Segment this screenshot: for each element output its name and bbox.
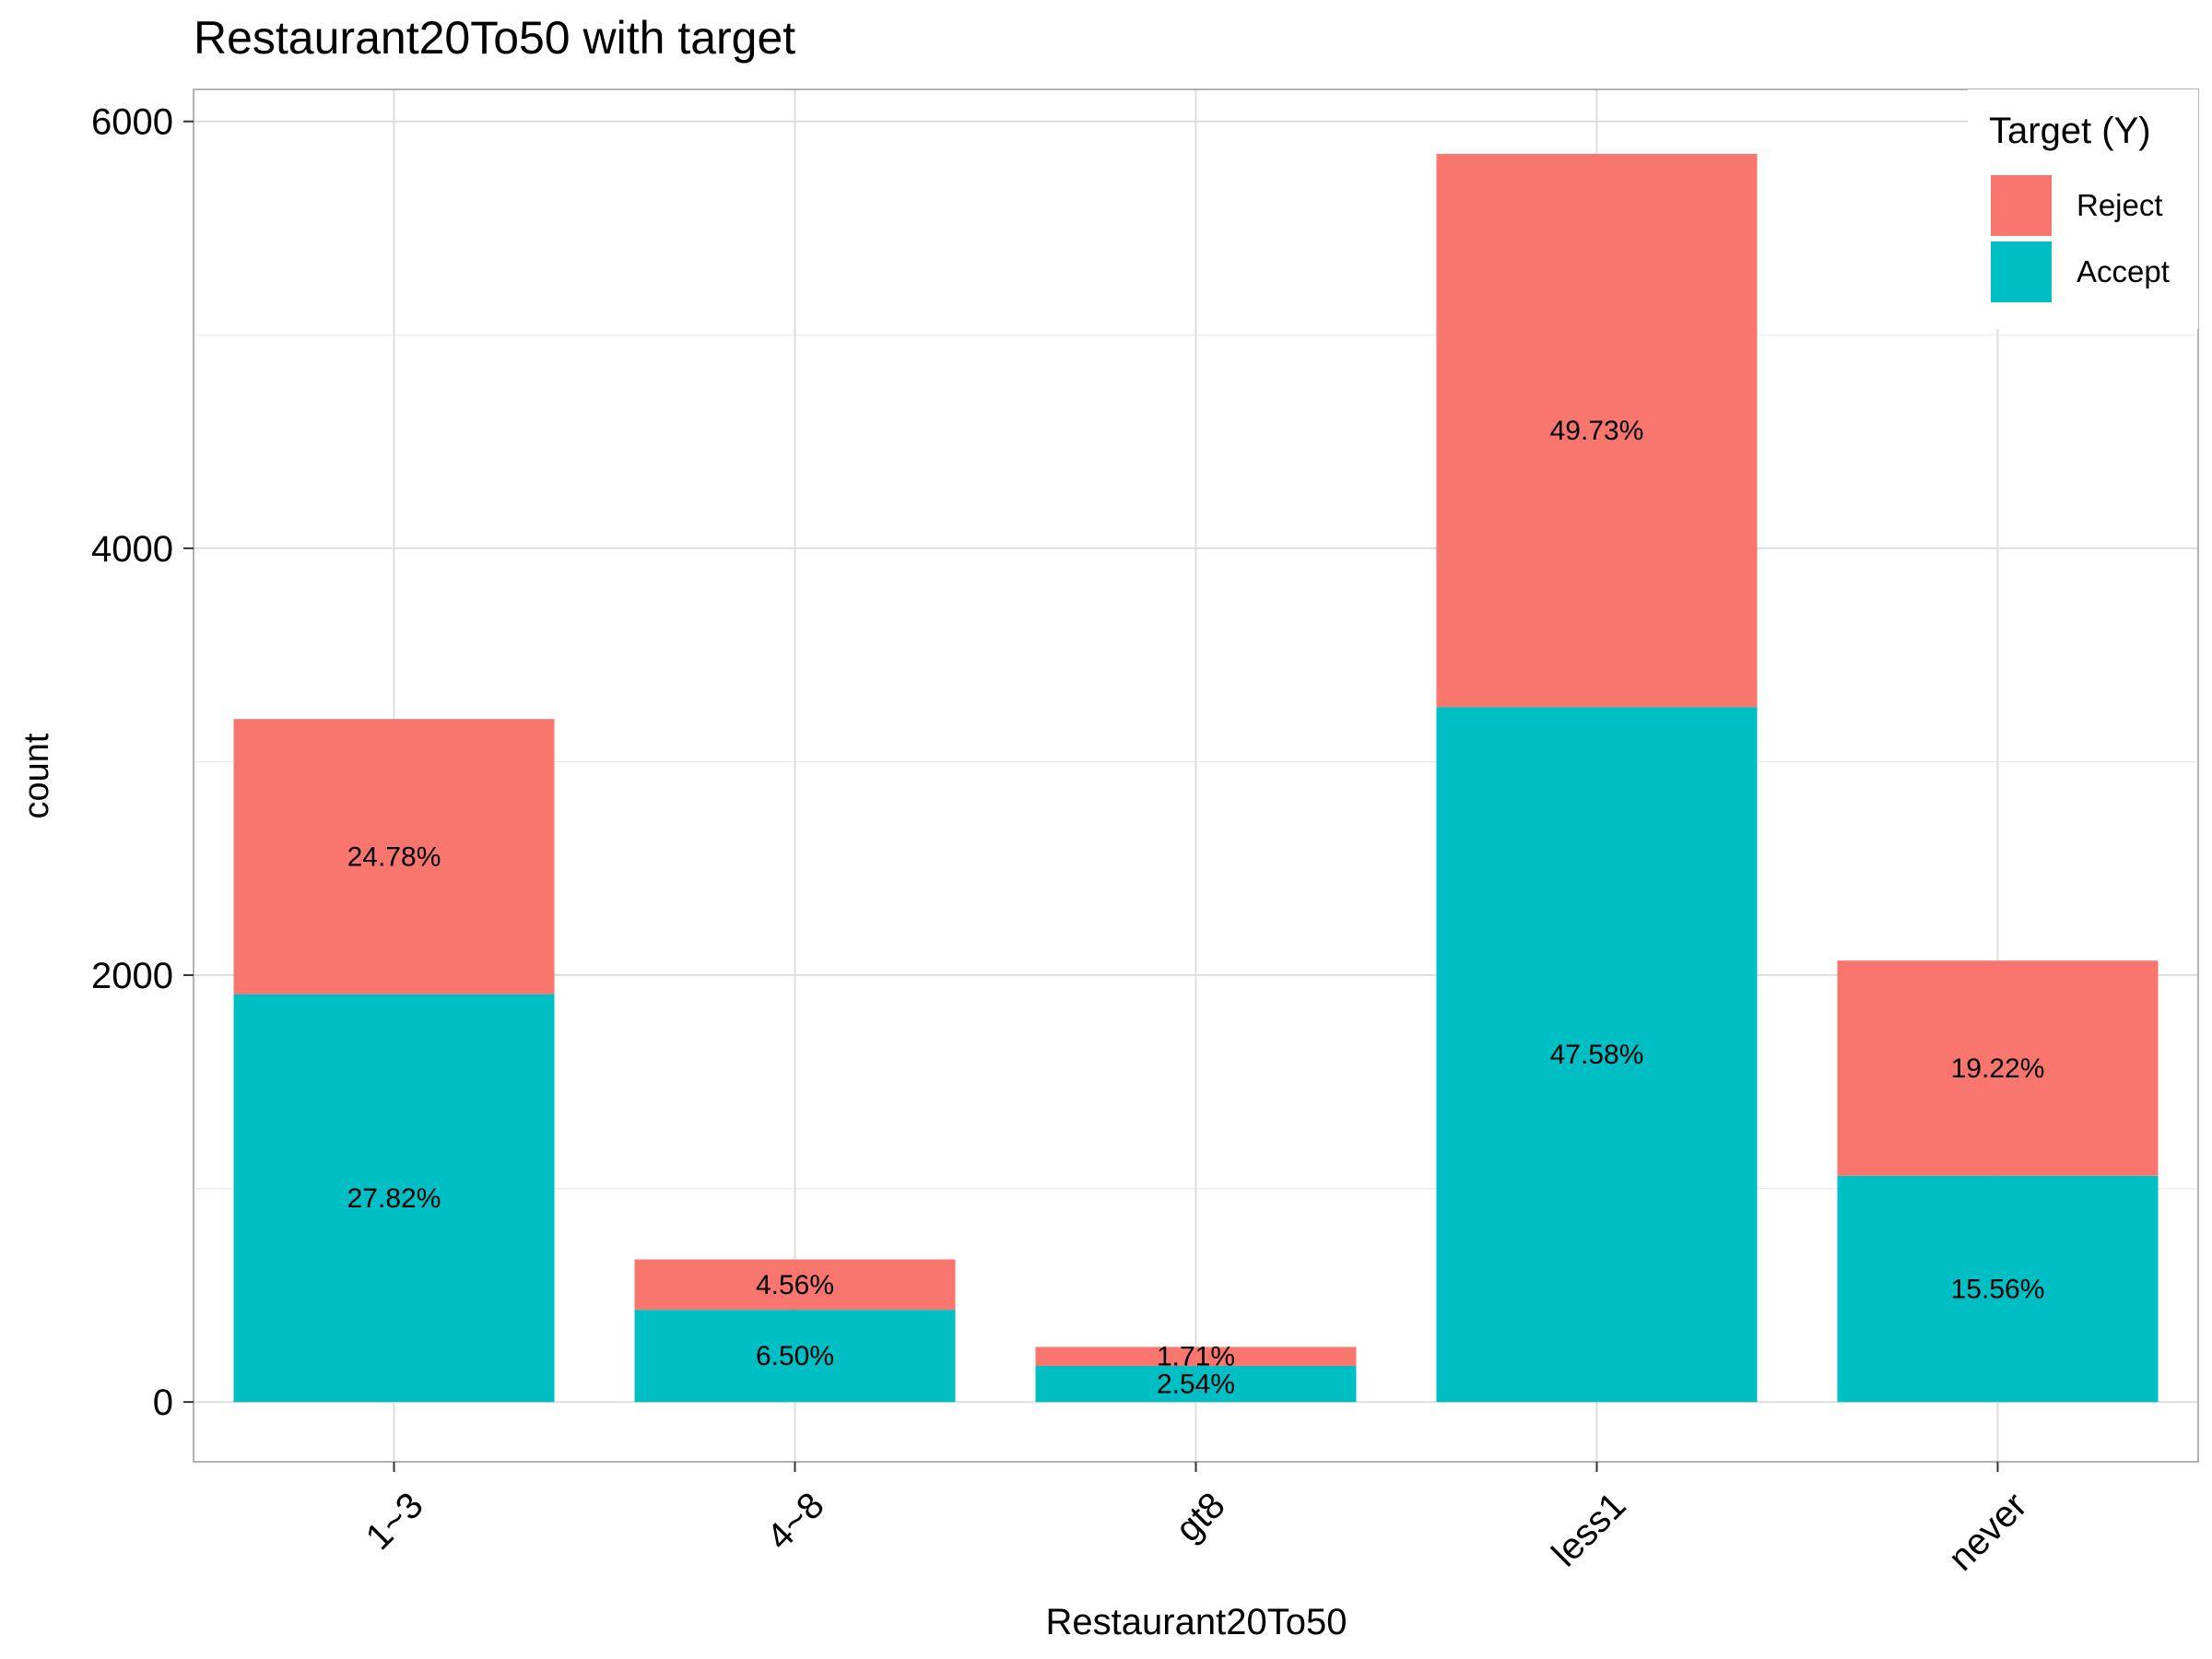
legend-label-accept: Accept [2077, 254, 2170, 288]
bar-accept-never [1837, 1175, 2159, 1403]
bar-label-accept-gt8: 2.54% [1157, 1370, 1235, 1400]
x-axis-label: Restaurant20To50 [1046, 1602, 1347, 1642]
bar-reject-never [1837, 960, 2159, 1176]
bar-labels: 27.82% 24.78% 6.50% 4.56% 2.54%1.71% 47.58% 49… [347, 416, 2045, 1400]
y-tick-label: 4000 [91, 529, 173, 570]
bar-label-accept-4~8: 6.50% [756, 1341, 834, 1371]
bar-reject-1~3 [233, 719, 555, 994]
bar-reject-4~8 [634, 1259, 956, 1311]
bar-label-reject-4~8: 4.56% [756, 1270, 834, 1300]
chart-title: Restaurant20To50 with target [194, 12, 795, 64]
legend-key-accept [1991, 241, 2052, 302]
y-tick-label: 0 [153, 1382, 173, 1423]
y-tick-label: 6000 [91, 102, 173, 143]
bar-accept-4~8 [634, 1310, 956, 1403]
legend-label-reject: Reject [2077, 188, 2163, 222]
bar-label-accept-less1: 47.58% [1550, 1040, 1644, 1070]
bar-accept-1~3 [233, 994, 555, 1403]
legend-key-reject [1991, 175, 2052, 236]
bar-reject-gt8 [1035, 1347, 1357, 1367]
legend-title: Target (Y) [1989, 111, 2151, 151]
bar-label-reject-1~3: 24.78% [347, 841, 441, 872]
bar-accept-gt8 [1035, 1366, 1357, 1403]
bar-label-accept-never: 15.56% [1951, 1274, 2045, 1304]
y-axis-label: count [18, 733, 56, 818]
legend: Target (Y) Reject Accept [1968, 89, 2198, 329]
bar-label-accept-1~3: 27.82% [347, 1183, 441, 1214]
y-tick-label: 2000 [91, 956, 173, 996]
y-axis: 0 2000 4000 6000 [91, 102, 194, 1423]
bar-reject-less1 [1436, 153, 1758, 708]
bar-label-reject-never: 19.22% [1951, 1053, 2045, 1084]
bar-label-reject-gt8: 1.71% [1157, 1342, 1235, 1372]
bar-accept-less1 [1436, 707, 1758, 1403]
bars [233, 153, 2159, 1403]
bar-label-reject-less1: 49.73% [1550, 416, 1644, 446]
